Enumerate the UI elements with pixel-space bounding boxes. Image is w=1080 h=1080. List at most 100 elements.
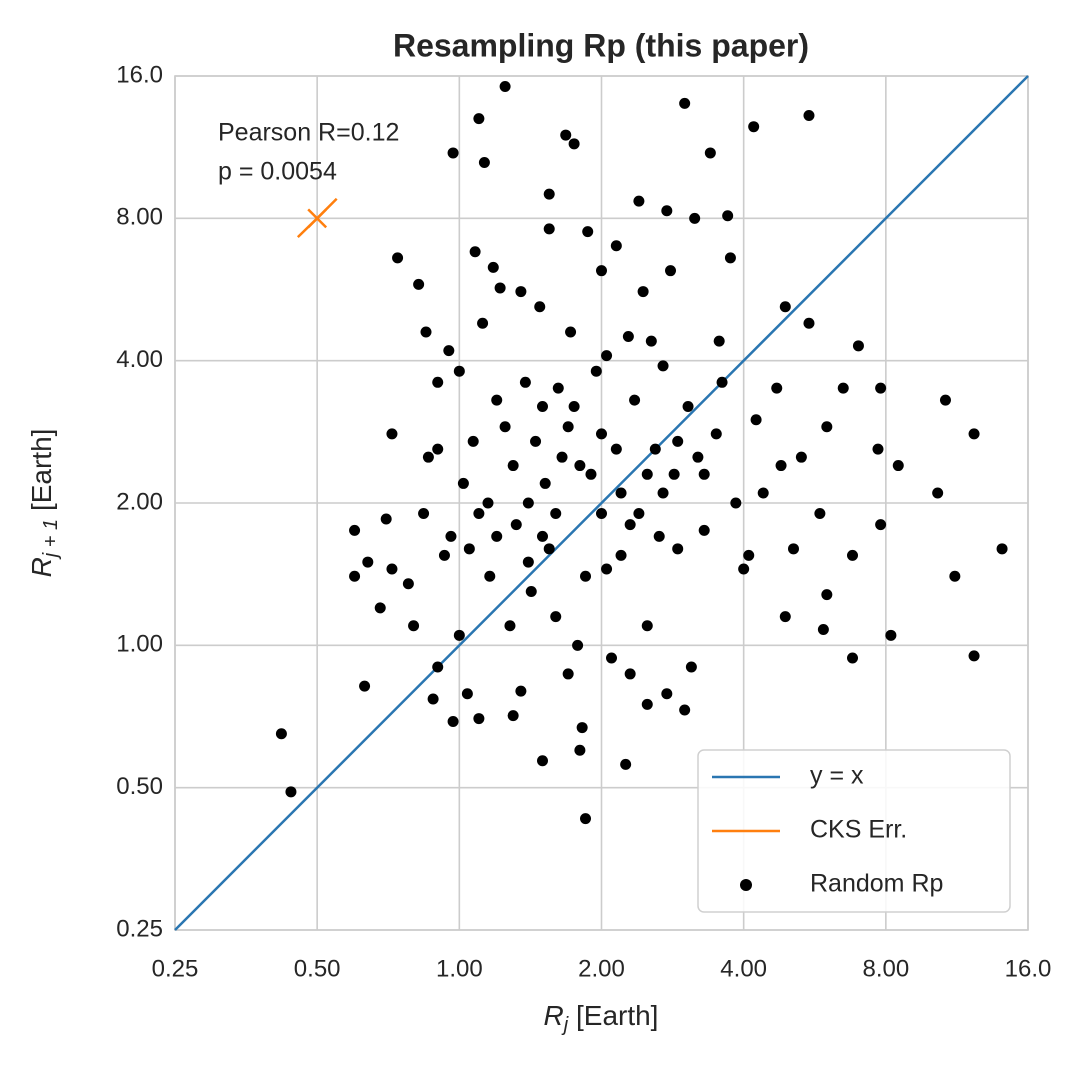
point: [968, 650, 980, 662]
point: [447, 147, 459, 159]
point: [568, 400, 580, 412]
point: [996, 543, 1008, 555]
point: [875, 382, 887, 394]
point: [349, 570, 361, 582]
point: [748, 121, 760, 133]
point: [432, 443, 444, 455]
point: [438, 549, 450, 561]
plot-area: [174, 75, 1029, 931]
point: [572, 639, 584, 651]
point: [847, 549, 859, 561]
point: [536, 755, 548, 767]
point: [795, 451, 807, 463]
point: [469, 246, 481, 258]
y-axis-label: Rj + 1 [Earth]: [26, 429, 62, 578]
y-label-sub: j + 1: [40, 519, 62, 560]
point: [932, 487, 944, 499]
point: [418, 508, 430, 520]
point: [580, 813, 592, 825]
point: [461, 688, 473, 700]
x-marker: [307, 208, 328, 229]
x-tick-label: 4.00: [720, 955, 767, 982]
point: [596, 265, 607, 277]
point: [499, 81, 511, 93]
point: [716, 376, 728, 388]
point: [374, 602, 386, 614]
point: [692, 451, 704, 463]
point: [473, 113, 485, 125]
point: [491, 530, 503, 542]
point: [473, 508, 485, 520]
point: [402, 578, 414, 590]
point: [560, 129, 572, 141]
point: [624, 668, 636, 680]
point: [601, 350, 613, 362]
point: [852, 340, 864, 352]
point: [787, 543, 799, 555]
point: [821, 421, 833, 433]
point: [672, 435, 684, 447]
point: [543, 223, 555, 235]
annotation: p = 0.0054: [218, 158, 337, 186]
point: [610, 443, 622, 455]
point: [507, 460, 519, 472]
point: [641, 468, 653, 480]
point: [657, 487, 669, 499]
point: [386, 563, 398, 575]
x-tick-label: 2.00: [578, 955, 625, 982]
point: [949, 570, 961, 582]
point: [847, 652, 859, 664]
legend-label: CKS Err.: [810, 816, 907, 844]
point: [649, 443, 661, 455]
plot-frame: [174, 75, 1029, 931]
point: [821, 589, 833, 601]
point: [386, 428, 398, 440]
point: [814, 508, 826, 520]
point: [580, 570, 592, 582]
point: [562, 421, 574, 433]
point: [362, 556, 374, 568]
point: [484, 570, 496, 582]
point: [645, 335, 657, 347]
point: [637, 286, 649, 298]
point: [285, 786, 297, 798]
point: [519, 376, 531, 388]
point: [610, 240, 622, 252]
point: [494, 282, 506, 294]
point: [875, 519, 887, 531]
point: [724, 252, 736, 264]
point: [443, 345, 455, 357]
point: [525, 585, 537, 597]
point: [872, 443, 884, 455]
point: [641, 620, 653, 632]
point: [380, 513, 392, 525]
y-label-rest: [Earth]: [26, 429, 57, 519]
y-tick-label: 0.50: [116, 773, 163, 800]
point: [473, 713, 485, 725]
point: [698, 468, 710, 480]
point: [457, 477, 469, 489]
point: [606, 652, 618, 664]
point: [596, 508, 607, 520]
legend: y = x CKS Err. Random Rp: [697, 749, 1011, 913]
point: [939, 394, 951, 406]
point: [622, 330, 634, 342]
point: [713, 335, 725, 347]
point: [427, 693, 439, 705]
point: [447, 716, 459, 728]
point: [565, 326, 577, 338]
point: [689, 212, 701, 224]
y-tick-label: 2.00: [116, 488, 163, 515]
point: [885, 629, 897, 641]
x-tick-label: 8.00: [862, 955, 909, 982]
y-tick-label: 16.0: [116, 61, 163, 88]
point: [413, 278, 425, 290]
point: [750, 414, 762, 426]
point: [601, 563, 613, 575]
point: [779, 611, 791, 623]
point: [657, 360, 669, 372]
point: [556, 451, 568, 463]
point: [615, 549, 627, 561]
point: [550, 611, 562, 623]
point: [668, 468, 680, 480]
